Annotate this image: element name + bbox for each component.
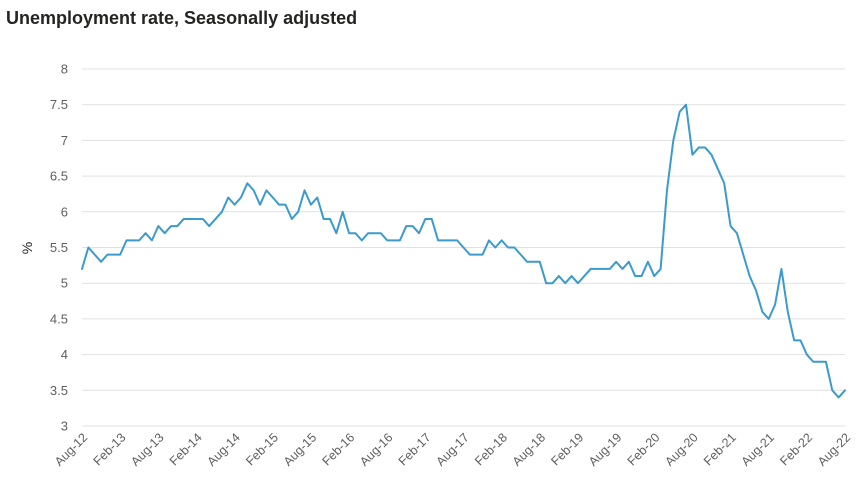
x-tick-label: Feb-20 bbox=[625, 430, 663, 468]
x-tick-label: Feb-17 bbox=[396, 430, 434, 468]
x-tick-label: Aug-12 bbox=[52, 430, 90, 468]
y-tick-label: 8 bbox=[61, 62, 68, 77]
y-tick-label: 6.5 bbox=[50, 169, 68, 184]
x-tick-label: Feb-19 bbox=[548, 430, 586, 468]
y-tick-label: 5.5 bbox=[50, 240, 68, 255]
y-tick-label: 4 bbox=[61, 347, 68, 362]
x-tick-label: Feb-13 bbox=[91, 430, 129, 468]
x-tick-label: Aug-19 bbox=[586, 430, 624, 468]
y-tick-label: 3 bbox=[61, 419, 68, 434]
series bbox=[81, 103, 846, 399]
chart-title: Unemployment rate, Seasonally adjusted bbox=[6, 8, 358, 28]
series-line-unemployment-rate bbox=[81, 103, 846, 399]
x-tick-label: Aug-20 bbox=[662, 430, 700, 468]
x-tick-label: Aug-17 bbox=[433, 430, 471, 468]
x-tick-label: Feb-15 bbox=[243, 430, 281, 468]
x-tick-label: Aug-15 bbox=[281, 430, 319, 468]
x-tick-label: Aug-16 bbox=[357, 430, 395, 468]
y-axis-label: % bbox=[19, 242, 35, 254]
x-tick-label: Feb-16 bbox=[319, 430, 357, 468]
x-tick-label: Aug-22 bbox=[815, 430, 853, 468]
x-tick-label: Aug-14 bbox=[205, 430, 243, 468]
y-tick-label: 5 bbox=[61, 276, 68, 291]
gridlines bbox=[82, 68, 845, 427]
y-tick-label: 4.5 bbox=[50, 311, 68, 326]
x-tick-label: Aug-18 bbox=[510, 430, 548, 468]
x-tick-label: Feb-14 bbox=[167, 430, 205, 468]
y-tick-label: 7.5 bbox=[50, 97, 68, 112]
y-tick-label: 7 bbox=[61, 133, 68, 148]
y-tick-label: 3.5 bbox=[50, 383, 68, 398]
x-tick-label: Feb-21 bbox=[701, 430, 739, 468]
x-tick-label: Aug-13 bbox=[128, 430, 166, 468]
y-tick-label: 6 bbox=[61, 204, 68, 219]
y-axis-ticks: 3 3.5 4 4.5 5 5.5 6 6.5 7 7.5 8 bbox=[50, 62, 68, 434]
x-axis-ticks: Aug-12 Feb-13 Aug-13 Feb-14 Aug-14 Feb-15 Aug-… bbox=[52, 430, 853, 468]
x-tick-label: Feb-18 bbox=[472, 430, 510, 468]
x-tick-label: Aug-21 bbox=[739, 430, 777, 468]
x-tick-label: Feb-22 bbox=[777, 430, 815, 468]
